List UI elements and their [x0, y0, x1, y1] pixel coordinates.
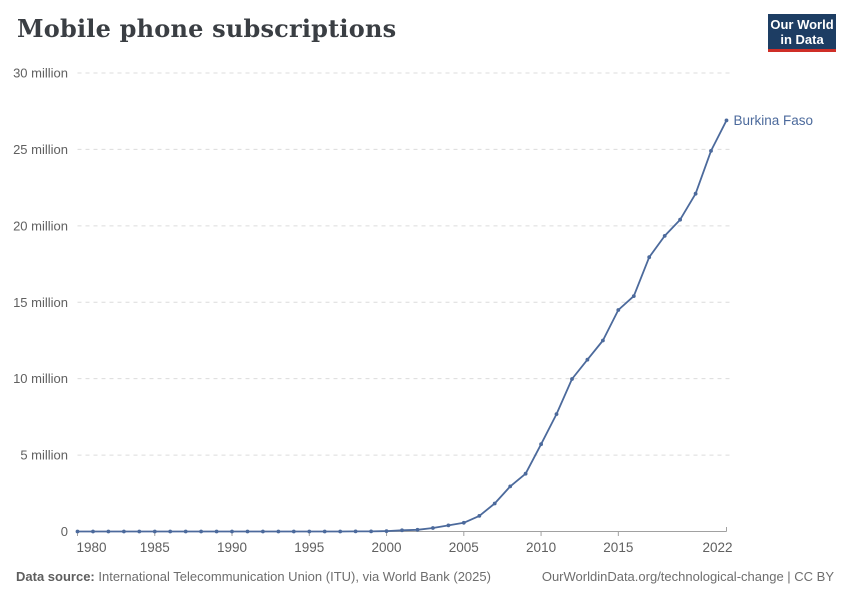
data-point-marker[interactable] — [230, 529, 234, 534]
x-axis-tick-label: 2015 — [603, 540, 633, 555]
y-axis-tick-label: 10 million — [13, 371, 68, 386]
series-end-label[interactable]: Burkina Faso — [734, 113, 814, 128]
data-point-marker[interactable] — [307, 529, 312, 534]
data-point-marker[interactable] — [431, 526, 435, 530]
y-axis-tick-label: 30 million — [13, 66, 68, 81]
data-point-marker[interactable] — [152, 529, 157, 534]
data-point-marker[interactable] — [678, 217, 682, 222]
data-point-marker[interactable] — [662, 234, 667, 238]
series-line — [76, 119, 728, 533]
data-point-marker[interactable] — [353, 529, 358, 534]
x-axis-tick-label: 1985 — [140, 540, 170, 555]
owid-url-license-link[interactable]: OurWorldinData.org/technological-change … — [541, 569, 834, 584]
x-axis-tick-label: 2005 — [449, 540, 479, 555]
data-point-marker[interactable] — [616, 308, 621, 312]
owid-logo[interactable]: Our World in Data — [768, 14, 836, 52]
data-point-marker[interactable] — [106, 529, 111, 534]
data-point-marker[interactable] — [168, 529, 173, 534]
data-point-marker[interactable] — [214, 529, 219, 534]
y-axis-tick-label: 25 million — [13, 142, 68, 157]
data-point-marker[interactable] — [137, 529, 142, 534]
data-point-marker[interactable] — [400, 528, 404, 533]
data-point-marker[interactable] — [647, 255, 652, 260]
y-axis-tick-label: 15 million — [13, 295, 68, 310]
data-point-marker[interactable] — [369, 529, 373, 534]
data-point-marker[interactable] — [75, 529, 80, 534]
owid-logo-line1: Our World — [770, 17, 834, 32]
data-point-marker[interactable] — [122, 529, 126, 534]
data-source-note: Data source: International Telecommunica… — [16, 569, 491, 584]
data-point-marker[interactable] — [570, 377, 574, 381]
owid-logo-line2: in Data — [780, 32, 824, 47]
x-axis-tick-label: 2000 — [372, 540, 402, 555]
y-axis-tick-label: 20 million — [13, 218, 68, 233]
data-point-marker[interactable] — [245, 529, 250, 534]
data-source-text: International Telecommunication Union (I… — [94, 569, 491, 584]
data-point-marker[interactable] — [446, 523, 451, 528]
data-point-marker[interactable] — [261, 529, 265, 534]
data-point-marker[interactable] — [601, 338, 605, 343]
data-point-marker[interactable] — [322, 529, 327, 534]
x-axis-tick-label: 1980 — [77, 540, 107, 555]
data-point-marker[interactable] — [492, 501, 497, 506]
data-point-marker[interactable] — [415, 527, 420, 532]
data-point-marker[interactable] — [477, 514, 482, 518]
data-point-marker[interactable] — [709, 149, 713, 153]
data-point-marker[interactable] — [199, 529, 204, 534]
data-point-marker[interactable] — [554, 412, 559, 416]
data-point-marker[interactable] — [183, 529, 188, 534]
y-axis-tick-label: 5 million — [20, 448, 68, 463]
data-point-marker[interactable] — [461, 520, 466, 525]
x-axis-tick-label: 1990 — [217, 540, 247, 555]
data-point-marker[interactable] — [291, 529, 296, 534]
data-point-marker[interactable] — [585, 357, 590, 362]
data-point-marker[interactable] — [508, 484, 513, 489]
data-point-marker[interactable] — [693, 191, 698, 196]
data-point-marker[interactable] — [91, 529, 95, 534]
data-point-marker[interactable] — [539, 442, 543, 447]
data-point-marker[interactable] — [523, 471, 528, 476]
data-point-marker[interactable] — [276, 529, 281, 534]
data-point-marker[interactable] — [631, 294, 636, 298]
data-source-label: Data source: — [16, 569, 95, 584]
page-title: Mobile phone subscriptions — [17, 14, 397, 43]
data-point-marker[interactable] — [724, 118, 729, 123]
data-point-marker[interactable] — [384, 529, 389, 533]
data-point-marker[interactable] — [338, 529, 343, 534]
chart-footer: Data source: International Telecommunica… — [16, 569, 834, 584]
y-axis-tick-label: 0 — [61, 524, 68, 539]
x-axis-tick-label: 1995 — [294, 540, 324, 555]
x-axis-tick-label: 2022 — [702, 540, 732, 555]
x-axis-tick-label: 2010 — [526, 540, 556, 555]
